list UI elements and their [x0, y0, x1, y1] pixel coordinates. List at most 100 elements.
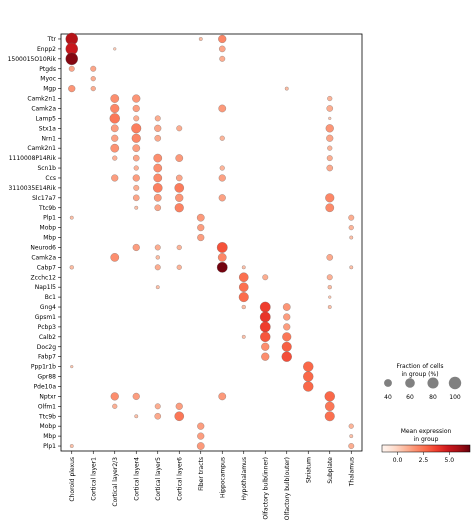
expression-dot [132, 392, 140, 400]
expression-dot [196, 442, 205, 450]
expression-dot [218, 194, 226, 202]
gene-label: Doc2g [37, 344, 56, 351]
expression-dot [90, 65, 97, 72]
expression-dot [153, 173, 163, 183]
expression-dot [197, 422, 205, 430]
gene-label: Olfm1 [38, 403, 56, 410]
expression-dot [259, 311, 271, 323]
gene-label: 1500015O10Rik [8, 56, 57, 63]
gene-label: Pde10a [34, 383, 57, 390]
gene-label: Nap1l5 [35, 284, 56, 291]
expression-dot [154, 412, 161, 420]
expression-dot [198, 37, 203, 41]
expression-dot [133, 184, 140, 191]
group-label: Striatum [305, 457, 312, 483]
gene-label: Plp1 [43, 443, 56, 450]
expression-dot [326, 155, 333, 162]
group-label: Cortical layer2/3 [112, 457, 119, 507]
expression-dot [261, 342, 270, 351]
expression-dot [174, 203, 184, 213]
expression-dot [68, 85, 76, 93]
expression-dot [197, 224, 205, 232]
expression-dot [69, 444, 74, 448]
expression-dot [218, 34, 227, 44]
gene-label: Camk2a [31, 254, 56, 261]
expression-dot [111, 134, 119, 142]
expression-dot [326, 164, 333, 172]
gene-label: Camk2n1 [27, 96, 56, 103]
expression-dot [303, 371, 314, 382]
group-label: Cortical layer5 [155, 457, 162, 501]
gene-label: Nrn1 [42, 135, 57, 142]
size-legend-dot [427, 377, 439, 389]
expression-dot [175, 154, 184, 162]
expression-dot [281, 351, 292, 362]
group-label: Hypothalamus [241, 457, 248, 501]
expression-dot [153, 163, 163, 173]
expression-dot [112, 155, 118, 161]
gene-label: Nptxr [39, 393, 56, 400]
expression-dot [324, 391, 335, 402]
gene-label: Cabp7 [37, 264, 56, 271]
expression-dot [218, 392, 227, 401]
expression-dot [132, 144, 141, 152]
expression-dot [110, 94, 120, 103]
gene-label: Ttc9b [38, 413, 56, 420]
expression-dot [328, 116, 332, 120]
expression-dot [65, 52, 78, 66]
expression-dot [69, 215, 74, 220]
expression-dot [197, 233, 205, 242]
expression-dot [238, 292, 249, 303]
size-legend-subtitle: in group (%) [401, 371, 438, 378]
expression-dot [110, 253, 120, 262]
gene-label: Stx1a [39, 125, 57, 132]
gene-label: Pcbp3 [38, 324, 57, 331]
gene-label: 3110035E14Rik [9, 185, 57, 192]
gene-label: Ttr [47, 36, 57, 43]
expression-dot [348, 225, 354, 231]
expression-dot [219, 135, 225, 141]
expression-dot [325, 203, 335, 213]
expression-dot [349, 235, 354, 240]
gene-label: Ppp1r1b [31, 364, 56, 371]
gene-label: Ccs [45, 175, 56, 182]
expression-dot [284, 86, 289, 91]
expression-dot [282, 303, 291, 311]
size-legend-label: 100 [449, 394, 461, 401]
size-legend-dot [448, 376, 462, 390]
expression-dot [324, 401, 335, 412]
group-label: Hippocampus [219, 457, 226, 498]
expression-dot [283, 323, 291, 331]
expression-dot [218, 174, 226, 182]
expression-dot [282, 332, 292, 342]
color-legend-subtitle: in group [414, 436, 439, 443]
expression-dot [219, 55, 226, 62]
expression-dot [132, 104, 140, 113]
expression-dot [70, 365, 74, 369]
expression-dot [174, 411, 184, 421]
gene-label: 1110008P14Rik [9, 155, 57, 162]
gene-label: Camk2a [31, 105, 56, 112]
expression-dot [153, 194, 162, 202]
gene-label: Ttc9b [38, 205, 56, 212]
expression-dot [132, 174, 140, 182]
expression-dot [281, 341, 292, 352]
expression-dot [110, 392, 119, 401]
color-legend-label: 5.0 [445, 457, 455, 464]
expression-dot [262, 274, 269, 281]
expression-dot [325, 124, 334, 133]
expression-dot [110, 143, 120, 153]
size-legend-label: 40 [384, 394, 392, 401]
expression-dot [241, 304, 246, 310]
gene-label: Myoc [40, 76, 56, 83]
gene-label: Camk2n1 [27, 145, 56, 152]
expression-dot [238, 272, 249, 282]
expression-dot [68, 65, 75, 72]
expression-dot [219, 165, 225, 171]
expression-dot [176, 264, 182, 270]
expression-dot [134, 205, 139, 210]
expression-dot [218, 104, 227, 113]
expression-dot [155, 255, 160, 260]
expression-dot [176, 125, 183, 132]
